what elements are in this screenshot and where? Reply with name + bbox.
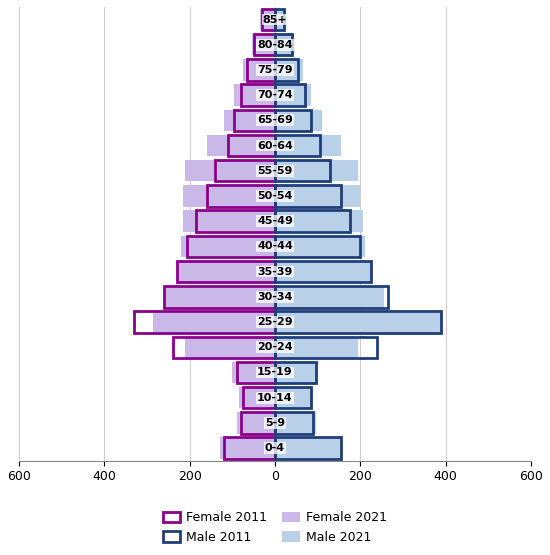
Text: 10-14: 10-14 (257, 392, 293, 402)
Bar (275, 412, 314, 433)
Bar (166, 286, 275, 307)
Bar (234, 84, 275, 106)
Text: 30-34: 30-34 (257, 292, 293, 302)
Bar (239, 387, 275, 408)
Bar (185, 160, 275, 181)
Bar (275, 387, 314, 408)
Bar (275, 34, 292, 56)
Bar (181, 236, 275, 257)
Bar (236, 412, 275, 433)
Text: 20-24: 20-24 (257, 342, 293, 352)
Bar (254, 34, 275, 56)
Bar (177, 261, 275, 282)
Bar (188, 236, 275, 257)
Text: 55-59: 55-59 (257, 166, 293, 176)
Text: 5-9: 5-9 (265, 418, 285, 428)
Bar (275, 185, 360, 206)
Bar (251, 34, 275, 56)
Bar (164, 286, 275, 307)
Text: 80-84: 80-84 (257, 40, 293, 50)
Bar (275, 286, 388, 307)
Bar (275, 311, 442, 333)
Text: 40-44: 40-44 (257, 241, 293, 251)
Bar (232, 362, 275, 383)
Text: 70-74: 70-74 (257, 90, 293, 100)
Bar (243, 387, 275, 408)
Bar (275, 236, 360, 257)
Bar (275, 210, 362, 232)
Bar (248, 59, 275, 80)
Bar (183, 210, 275, 232)
Bar (275, 412, 316, 433)
Bar (275, 84, 305, 106)
Bar (134, 311, 275, 333)
Text: 25-29: 25-29 (257, 317, 293, 327)
Bar (215, 160, 275, 181)
Text: 0-4: 0-4 (265, 443, 285, 453)
Bar (275, 362, 316, 383)
Bar (275, 311, 442, 333)
Bar (183, 185, 275, 206)
Bar (275, 236, 365, 257)
Text: 85+: 85+ (263, 14, 287, 24)
Bar (275, 362, 318, 383)
Bar (275, 59, 302, 80)
Text: 50-54: 50-54 (257, 191, 293, 201)
Bar (236, 362, 275, 383)
Bar (224, 437, 275, 459)
Text: 15-19: 15-19 (257, 367, 293, 377)
Text: 65-69: 65-69 (257, 115, 293, 125)
Bar (241, 84, 275, 106)
Bar (241, 412, 275, 433)
Bar (275, 185, 341, 206)
Bar (275, 210, 350, 232)
Bar (275, 9, 284, 31)
Text: 35-39: 35-39 (257, 266, 293, 276)
Bar (275, 34, 294, 56)
Bar (234, 110, 275, 131)
Bar (275, 261, 371, 282)
Bar (275, 336, 358, 358)
Bar (260, 9, 275, 31)
Bar (275, 437, 341, 459)
Bar (275, 84, 311, 106)
Bar (224, 110, 275, 131)
Bar (177, 261, 275, 282)
Bar (275, 110, 311, 131)
Bar (185, 336, 275, 358)
Legend: Female 2011, Male 2011, Female 2021, Male 2021: Female 2011, Male 2011, Female 2021, Mal… (159, 508, 391, 547)
Bar (275, 261, 371, 282)
Text: 45-49: 45-49 (257, 216, 293, 226)
Bar (219, 437, 275, 459)
Bar (275, 110, 322, 131)
Bar (275, 135, 320, 157)
Bar (275, 387, 311, 408)
Bar (243, 59, 275, 80)
Bar (262, 9, 275, 31)
Bar (207, 185, 275, 206)
Text: 60-64: 60-64 (257, 140, 293, 150)
Bar (173, 336, 275, 358)
Bar (275, 437, 341, 459)
Bar (275, 160, 331, 181)
Bar (275, 286, 384, 307)
Bar (196, 210, 275, 232)
Bar (275, 9, 285, 31)
Bar (275, 135, 341, 157)
Bar (275, 336, 377, 358)
Bar (275, 160, 358, 181)
Bar (275, 59, 299, 80)
Bar (153, 311, 275, 333)
Text: 75-79: 75-79 (257, 65, 293, 75)
Bar (228, 135, 275, 157)
Bar (207, 135, 275, 157)
